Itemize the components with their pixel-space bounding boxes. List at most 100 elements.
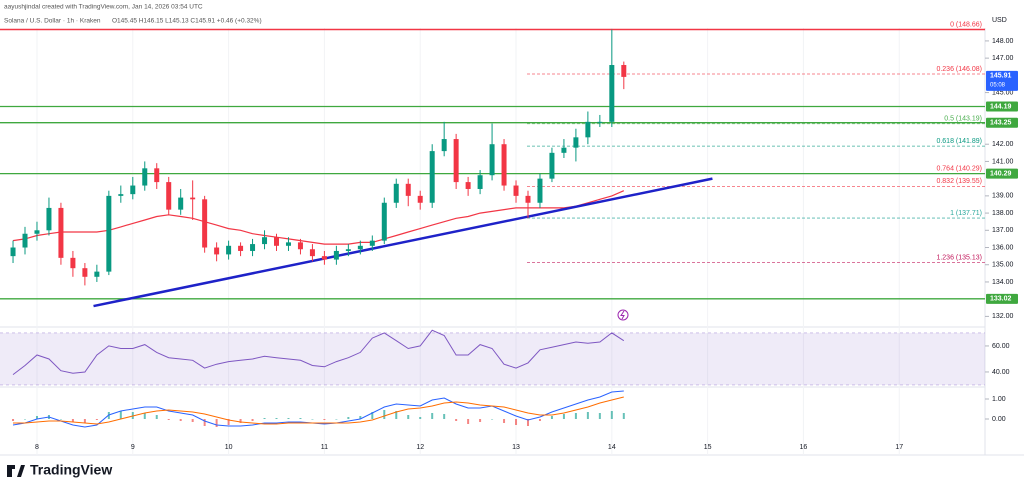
level-tag bbox=[986, 293, 1018, 304]
candle-body bbox=[477, 175, 483, 189]
currency: USD bbox=[992, 17, 1007, 24]
macd-histogram-bar bbox=[191, 419, 194, 422]
signal-line bbox=[13, 396, 624, 425]
x-tick-label: 16 bbox=[800, 444, 808, 451]
level-tag bbox=[986, 168, 1018, 179]
candle-body bbox=[262, 237, 268, 245]
macd-histogram-bar bbox=[83, 419, 86, 423]
macd-histogram-bar bbox=[610, 411, 613, 419]
candle-body bbox=[489, 144, 495, 176]
fib-label: 0.236 (146.08) bbox=[936, 66, 982, 73]
macd-histogram-bar bbox=[95, 419, 98, 420]
fib-label: 0.764 (140.29) bbox=[936, 166, 982, 173]
macd-histogram-bar bbox=[491, 419, 494, 420]
candle-body bbox=[34, 230, 40, 234]
macd-histogram-bar bbox=[323, 419, 326, 420]
candle-body bbox=[238, 245, 244, 251]
y-tick-label: 1.00 bbox=[992, 396, 1006, 403]
macd-histogram-bar bbox=[12, 419, 15, 421]
macd-histogram-bar bbox=[155, 415, 158, 419]
x-tick-label: 12 bbox=[416, 444, 424, 451]
candle-body bbox=[226, 245, 232, 255]
macd-histogram-bar bbox=[179, 419, 182, 421]
symbol: Solana / U.S. Dollar · 1h · Kraken bbox=[4, 18, 101, 25]
x-tick-label: 13 bbox=[512, 444, 520, 451]
y-tick-label: 142.00 bbox=[992, 141, 1014, 148]
x-tick-label: 9 bbox=[131, 444, 135, 451]
macd-histogram-bar bbox=[622, 413, 625, 419]
candle-body bbox=[70, 257, 76, 269]
countdown: 05:08 bbox=[990, 82, 1006, 88]
macd-histogram-bar bbox=[167, 419, 170, 420]
candle-body bbox=[22, 233, 28, 248]
macd-histogram-bar bbox=[335, 419, 338, 420]
candle-body bbox=[285, 242, 291, 246]
candle-body bbox=[214, 247, 220, 255]
candle-body bbox=[142, 168, 148, 186]
macd-histogram-bar bbox=[347, 417, 350, 419]
macd-histogram-bar bbox=[371, 412, 374, 419]
level-tag-label: 143.25 bbox=[990, 120, 1012, 127]
candle-body bbox=[501, 144, 507, 186]
candle-body bbox=[609, 65, 615, 122]
macd-histogram-bar bbox=[383, 410, 386, 419]
candle-body bbox=[573, 137, 579, 148]
macd-histogram-bar bbox=[71, 419, 74, 422]
candle-body bbox=[525, 195, 531, 203]
macd-histogram-bar bbox=[550, 416, 553, 419]
candle-body bbox=[10, 247, 16, 257]
candle-body bbox=[513, 185, 519, 196]
y-tick-label: 137.00 bbox=[992, 227, 1014, 234]
candle-body bbox=[393, 183, 399, 203]
candle-body bbox=[429, 151, 435, 203]
macd-histogram-bar bbox=[359, 416, 362, 419]
candle-body bbox=[417, 195, 423, 203]
brand: TradingView bbox=[30, 462, 112, 478]
candle-body bbox=[405, 183, 411, 196]
fib-label: 0.618 (141.89) bbox=[936, 138, 982, 145]
candle-body bbox=[345, 249, 351, 251]
y-tick-label: 147.00 bbox=[992, 55, 1014, 62]
candle-body bbox=[106, 195, 112, 272]
candle-body bbox=[274, 237, 280, 246]
level-tag-label: 133.02 bbox=[990, 296, 1012, 303]
x-tick-label: 11 bbox=[321, 444, 328, 451]
x-tick-label: 15 bbox=[704, 444, 712, 451]
candle-body bbox=[178, 197, 184, 210]
macd-histogram-bar bbox=[586, 412, 589, 419]
macd-histogram-bar bbox=[526, 419, 529, 426]
x-tick-label: 8 bbox=[35, 444, 39, 451]
candle-body bbox=[118, 194, 124, 196]
candle-body bbox=[309, 249, 315, 257]
trend-line bbox=[93, 177, 713, 308]
y-tick-label: 0.00 bbox=[992, 416, 1006, 423]
y-tick-label: 136.00 bbox=[992, 244, 1014, 251]
event-icon-bolt bbox=[620, 310, 625, 320]
fib-label: 1 (137.71) bbox=[950, 210, 982, 217]
macd-histogram-bar bbox=[443, 414, 446, 419]
logo-mark bbox=[7, 465, 25, 477]
last-price-tag bbox=[986, 70, 1018, 91]
macd-histogram-bar bbox=[431, 413, 434, 419]
candle-body bbox=[369, 240, 375, 246]
level-tag bbox=[986, 101, 1018, 112]
ohlc: O145.45 H146.15 L145.13 C145.91 +0.46 (+… bbox=[112, 18, 262, 25]
candle-body bbox=[130, 185, 136, 195]
level-tag-label: 144.19 bbox=[990, 103, 1012, 110]
last-price-label: 145.91 bbox=[990, 73, 1012, 80]
y-tick-label: 141.00 bbox=[992, 158, 1014, 165]
candle-body bbox=[250, 244, 256, 251]
macd-histogram-bar bbox=[287, 418, 290, 419]
fib-label: 0.832 (139.55) bbox=[936, 178, 982, 185]
candle-body bbox=[333, 250, 339, 260]
level-tag bbox=[986, 117, 1018, 128]
y-tick-label: 135.00 bbox=[992, 262, 1014, 269]
candle-body bbox=[94, 271, 100, 277]
y-tick-label: 148.00 bbox=[992, 38, 1014, 45]
macd-histogram-bar bbox=[503, 419, 506, 423]
macd-histogram-bar bbox=[143, 413, 146, 419]
moving-average bbox=[12, 190, 625, 245]
attribution: aayushjindal created with TradingView.co… bbox=[4, 4, 203, 11]
